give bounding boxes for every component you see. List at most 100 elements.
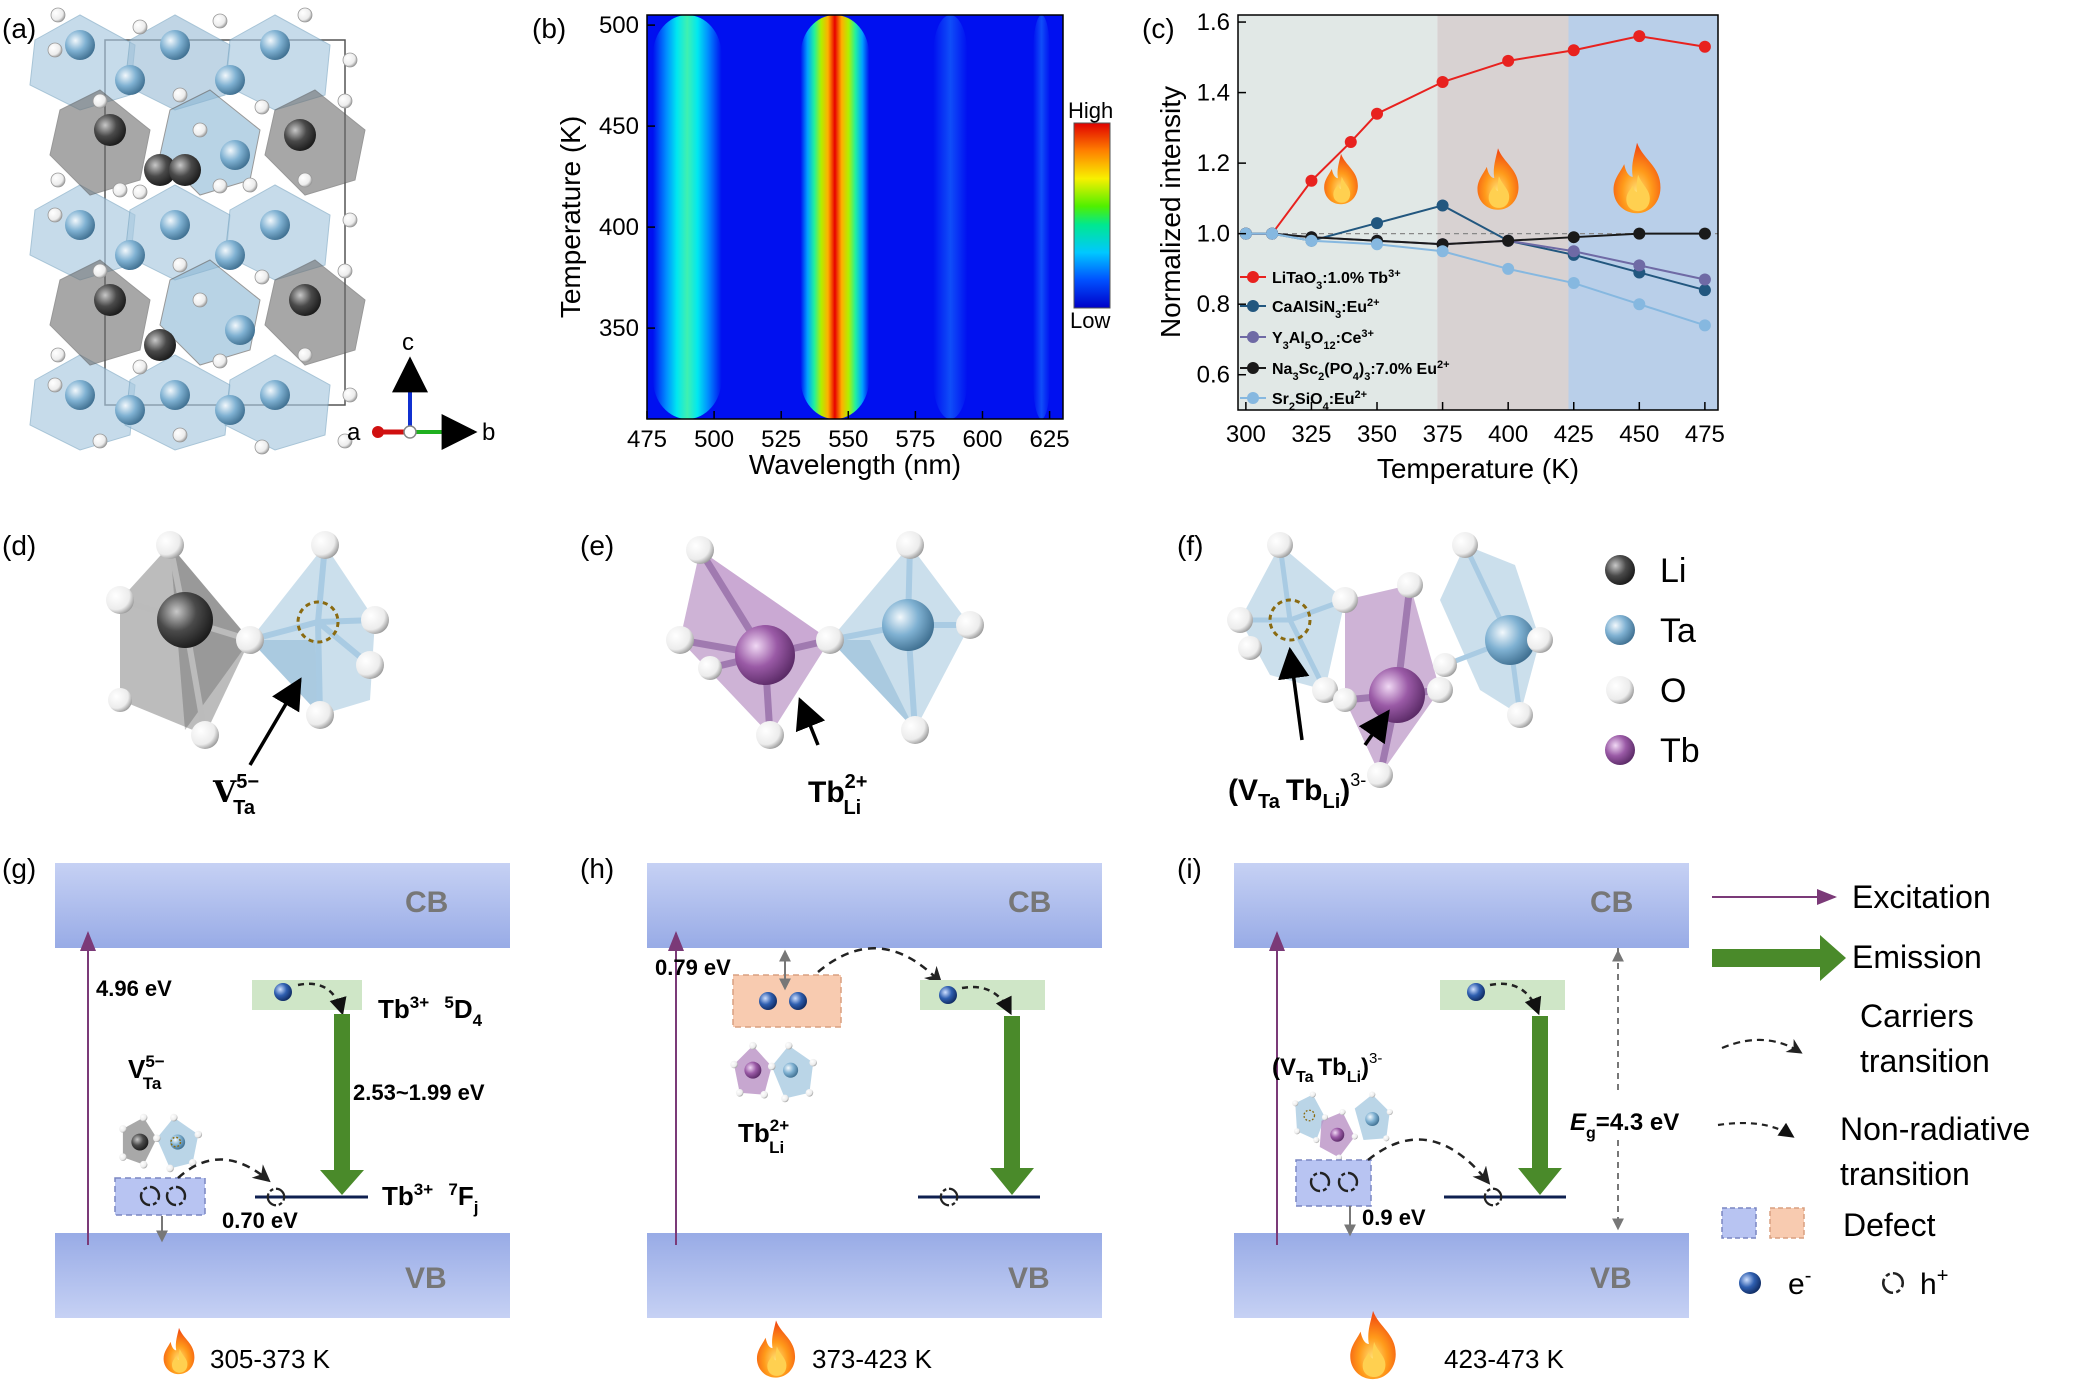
- heatmap-xlabel: Wavelength (nm): [749, 449, 961, 480]
- y-tick-label: 1.2: [1197, 150, 1230, 177]
- ta-atom: [215, 240, 245, 270]
- data-point: [1633, 298, 1646, 311]
- defect-cluster-icon: [118, 1113, 203, 1173]
- data-point: [1344, 135, 1357, 148]
- data-point: [1436, 245, 1449, 258]
- conduction-band: [647, 863, 1102, 948]
- electron: [274, 983, 292, 1001]
- data-point: [1266, 227, 1279, 240]
- ta-atom: [882, 599, 934, 651]
- axis-b-label: b: [482, 419, 495, 446]
- ta-atom: [115, 395, 145, 425]
- o-atom: [297, 347, 313, 363]
- defect-label-e: Tb2+ Li: [808, 771, 867, 819]
- ta-atom: [160, 380, 190, 410]
- data-point: [1698, 319, 1711, 332]
- o-atom: [92, 263, 108, 279]
- tb-upper-label: Tb3+ 5D4: [378, 993, 483, 1030]
- legend-o: O: [1660, 672, 1686, 710]
- conduction-band: [55, 863, 510, 948]
- o-atom: [297, 172, 313, 188]
- o-atom: [212, 178, 228, 194]
- o-atom: [92, 433, 108, 449]
- crystal-structure: [29, 7, 366, 455]
- ta-atom: [65, 210, 95, 240]
- o-atom: [172, 87, 188, 103]
- li-octahedron: [49, 89, 151, 196]
- o-atom: [50, 7, 66, 23]
- defect-cluster-icon: [1291, 1090, 1394, 1162]
- heatmap-ylabel: Temperature (K): [555, 116, 586, 318]
- defect-formula-h: Tb2+ Li: [738, 1116, 789, 1157]
- panel-label-a: (a): [2, 13, 36, 44]
- ta-atom: [160, 30, 190, 60]
- tb-lower-label: Tb3+ 7Fj: [382, 1180, 478, 1217]
- x-tick-label: 575: [895, 426, 935, 453]
- legend-tb: Tb: [1660, 732, 1700, 770]
- data-point: [1371, 217, 1384, 230]
- o-atom: [337, 263, 353, 279]
- x-tick-label: 325: [1291, 421, 1331, 448]
- emission-energy: 2.53~1.99 eV: [353, 1080, 485, 1105]
- ta-atom: [225, 315, 255, 345]
- heatmap-band: [652, 15, 722, 419]
- series-line: [1245, 35, 1706, 235]
- o-atom: [342, 387, 358, 403]
- data-point: [1567, 231, 1580, 244]
- o-atom: [50, 347, 66, 363]
- conduction-band: [1234, 863, 1689, 948]
- o-atom: [92, 93, 108, 109]
- o-atoms: [106, 531, 389, 749]
- legend-nonrad-1: Non-radiative: [1840, 1111, 2030, 1147]
- li-atom: [94, 284, 126, 316]
- ta-atom: [115, 65, 145, 95]
- x-tick-label: 375: [1423, 421, 1463, 448]
- li-octahedron: [264, 259, 366, 366]
- electron-icon: [1739, 1272, 1761, 1294]
- defect-state-box: [732, 974, 842, 1028]
- ta-atom: [215, 65, 245, 95]
- y-tick-label: 400: [599, 214, 639, 241]
- ta-atom: [1485, 615, 1535, 665]
- heatmap-band: [800, 15, 870, 419]
- y-tick-label: 0.6: [1197, 362, 1230, 389]
- defect-orange-icon: [1769, 1207, 1805, 1239]
- fire-icon: [756, 1320, 796, 1378]
- svg-text:Na3Sc2(PO4)3:7.0% Eu2+: Na3Sc2(PO4)3:7.0% Eu2+: [1272, 359, 1450, 383]
- data-point: [1436, 76, 1449, 89]
- data-point: [1698, 284, 1711, 297]
- defect-structure-e: Tb2+ Li: [666, 531, 984, 819]
- temperature-region: [1238, 15, 1438, 410]
- colorbar-low: Low: [1070, 308, 1110, 333]
- defect-state-box: [1295, 1159, 1372, 1207]
- o-atom: [132, 359, 148, 375]
- legend-entry: CaAlSiN3:Eu2+: [1240, 297, 1380, 321]
- o-atom: [172, 257, 188, 273]
- ta-atom: [65, 380, 95, 410]
- li-atom: [169, 154, 201, 186]
- data-point: [1502, 54, 1515, 67]
- excitation-energy: 4.96 eV: [96, 976, 172, 1001]
- legend-entry: Sr2SiO4:Eu2+: [1240, 389, 1367, 413]
- li-octahedron: [264, 89, 366, 196]
- x-tick-label: 625: [1030, 426, 1070, 453]
- heatmap-band: [1032, 15, 1051, 419]
- data-point: [1633, 259, 1646, 272]
- y-tick-label: 0.8: [1197, 291, 1230, 318]
- li-atom: [144, 154, 176, 186]
- y-tick-label: 1.4: [1197, 80, 1230, 107]
- data-point: [1371, 238, 1384, 251]
- y-tick-label: 500: [599, 12, 639, 39]
- o-atom: [254, 269, 270, 285]
- element-legend: Li Ta O Tb: [1605, 552, 1700, 770]
- data-point: [1698, 227, 1711, 240]
- o-atom: [342, 52, 358, 68]
- axis-a-label: a: [347, 419, 361, 446]
- valence-band: [647, 1233, 1102, 1318]
- linechart-legend: LiTaO3:1.0% Tb3+ CaAlSiN3:Eu2+ Y3Al5O12:…: [1240, 268, 1450, 413]
- x-tick-label: 350: [1357, 421, 1397, 448]
- y-tick-label: 350: [599, 315, 639, 342]
- electron: [939, 986, 957, 1004]
- panel-label-e: (e): [580, 530, 614, 561]
- defect-structure-d: V5− Ta: [106, 531, 389, 819]
